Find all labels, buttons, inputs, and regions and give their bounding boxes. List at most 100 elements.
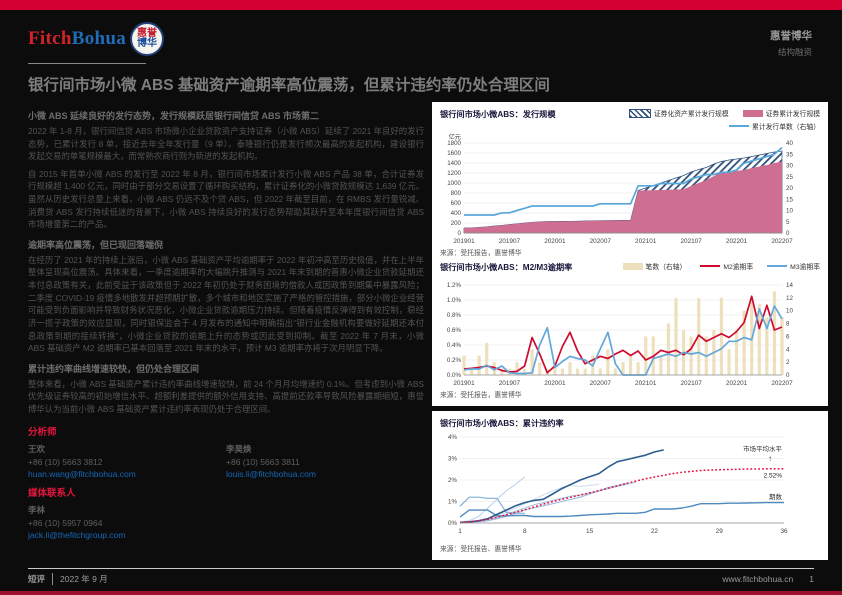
svg-text:12: 12 — [786, 295, 793, 302]
chart2-source: 来源：受托报告，惠誉博华 — [440, 392, 522, 399]
media-email-link[interactable]: jack.li@thefitchgroup.com — [28, 529, 126, 540]
bottom-accent-bar — [0, 591, 842, 595]
analyst-card: 李昊焕 +86 (10) 5663 3811 louis.li@fitchboh… — [226, 443, 424, 479]
issuance-volume-chart: 0 200 400 600 800 1000 1200 1400 1600 1800 0 5 10 15 2… — [447, 133, 793, 245]
svg-text:202207: 202207 — [771, 238, 793, 245]
doc-type: 短评 — [28, 574, 46, 584]
org-department: 结构融资 — [777, 47, 812, 57]
svg-text:1000: 1000 — [447, 180, 461, 187]
svg-text:10: 10 — [786, 208, 793, 215]
svg-text:15: 15 — [786, 196, 793, 203]
section-heading: 逾期率高位震荡，但已现回落端倪 — [28, 239, 164, 250]
paragraph: 在经历了 2021 年的持续上涨后，小微 ABS 基础资产平均逾期率于 2022… — [28, 254, 424, 354]
svg-text:1600: 1600 — [447, 150, 461, 157]
media-grid: 李林 +86 (10) 5957 0964 jack.li@thefitchgr… — [28, 504, 424, 540]
legend-swatch-icon — [700, 265, 721, 267]
svg-text:0.4%: 0.4% — [447, 342, 462, 349]
analyst-phone: +86 (10) 5663 3811 — [226, 456, 300, 467]
brand-bohua: Bohua — [71, 28, 127, 49]
paragraph: 2022 年 1-8 月，银行间信贷 ABS 市场微小企业贷款资产支持证券（小微… — [28, 126, 424, 162]
media-heading: 媒体联系人 — [28, 487, 76, 499]
analysts-heading: 分析师 — [28, 426, 57, 438]
org-name: 惠誉博华 — [770, 30, 812, 42]
svg-text:1400: 1400 — [447, 160, 461, 167]
svg-text:202207: 202207 — [771, 380, 793, 387]
svg-text:5: 5 — [786, 219, 790, 226]
svg-text:202107: 202107 — [680, 380, 702, 387]
analysts-grid: 王欢 +86 (10) 5663 3812 huan.wang@fitchboh… — [28, 443, 424, 479]
svg-text:0.6%: 0.6% — [447, 327, 462, 334]
svg-text:1800: 1800 — [447, 140, 461, 147]
chart2-header: 银行间市场小微ABS：M2/M3逾期率 笔数（右轴） M2逾期率 M3逾期率 — [440, 261, 820, 273]
logo-underline — [28, 63, 146, 64]
svg-text:600: 600 — [451, 200, 462, 207]
svg-text:202101: 202101 — [635, 380, 657, 387]
chart3-source: 来源：受托报告、惠誉博华 — [440, 546, 522, 553]
footer: 短评 2022 年 9 月 www.fitchbohua.cn 1 — [28, 568, 814, 591]
svg-text:8: 8 — [523, 528, 527, 535]
svg-text:25: 25 — [786, 174, 793, 181]
analyst-email-link[interactable]: louis.li@fitchbohua.com — [226, 468, 316, 479]
svg-text:0%: 0% — [448, 520, 457, 527]
chart2-title: 银行间市场小微ABS：M2/M3逾期率 — [440, 263, 573, 272]
chart1-legend: 证券化资产累计发行规模 证券累计发行规模 累计发行单数（右轴） — [570, 108, 820, 131]
delinquency-rate-chart: 0.0% 0.2% 0.4% 0.6% 0.8% 1.0% 1.2% 0 2 4 6 8 10 12 14 2… — [447, 282, 794, 387]
section-heading: 小微 ABS 延续良好的发行态势，发行规模跃居银行间信贷 ABS 市场第二 — [28, 111, 320, 121]
svg-text:14: 14 — [786, 282, 793, 289]
media-phone: +86 (10) 5957 0964 — [28, 517, 103, 528]
chart1-header: 银行间市场小微ABS：发行规模 证券化资产累计发行规模 证券累计发行规模 累计发行单… — [440, 108, 820, 131]
chart2-legend: 笔数（右轴） M2逾期率 M3逾期率 — [622, 261, 820, 271]
svg-text:1.0%: 1.0% — [447, 297, 462, 304]
paragraph: 自 2015 年首单小微 ABS 的发行至 2022 年 8 月，银行间市场累计… — [28, 168, 424, 230]
svg-text:0.8%: 0.8% — [447, 312, 462, 319]
footer-right: www.fitchbohua.cn 1 — [722, 574, 814, 584]
svg-text:1%: 1% — [448, 499, 457, 506]
svg-text:20: 20 — [786, 185, 793, 192]
svg-text:15: 15 — [586, 528, 594, 535]
legend-label: 证券累计发行规模 — [765, 111, 820, 118]
brand-fitch: Fitch — [28, 28, 72, 49]
svg-text:202007: 202007 — [590, 238, 612, 245]
header: FitchBohua 惠誉 博华 惠誉博华 结构融资 — [0, 10, 842, 58]
content-columns: 小微 ABS 延续良好的发行态势，发行规模跃居银行间信贷 ABS 市场第二 20… — [0, 102, 842, 560]
report-date: 2022 年 9 月 — [52, 573, 108, 585]
section-heading: 累计违约率曲线增速较快，但仍处合理区间 — [28, 363, 200, 374]
svg-text:1: 1 — [458, 528, 462, 535]
svg-text:10: 10 — [786, 308, 793, 315]
svg-text:市场平均水平: 市场平均水平 — [743, 444, 783, 453]
contacts-block: 分析师 王欢 +86 (10) 5663 3812 huan.wang@fitc… — [28, 424, 424, 540]
legend-item: M2逾期率 — [700, 261, 753, 271]
svg-text:3%: 3% — [448, 456, 457, 463]
media-contact-card: 李林 +86 (10) 5957 0964 jack.li@thefitchgr… — [28, 504, 226, 540]
svg-text:201907: 201907 — [499, 380, 521, 387]
svg-text:202201: 202201 — [726, 380, 748, 387]
svg-text:202001: 202001 — [544, 238, 566, 245]
svg-text:35: 35 — [786, 151, 793, 158]
page-title: 银行间市场小微 ABS 基础资产逾期率高位震荡，但累计违约率仍处合理区间 — [28, 77, 550, 94]
article-column: 小微 ABS 延续良好的发行态势，发行规模跃居银行间信贷 ABS 市场第二 20… — [28, 102, 424, 560]
analyst-email-link[interactable]: huan.wang@fitchbohua.com — [28, 468, 136, 479]
legend-item: 证券累计发行规模 — [742, 108, 820, 118]
svg-text:0.2%: 0.2% — [447, 357, 462, 364]
svg-text:36: 36 — [780, 528, 788, 535]
svg-text:201907: 201907 — [499, 238, 521, 245]
brand-logo-text: FitchBohua — [28, 28, 126, 50]
chart1-source: 来源：受托报告，惠誉博华 — [440, 250, 522, 257]
paragraph: 整体来看，小微 ABS 基础资产累计违约率曲线增速较快，前 24 个月月均增速约… — [28, 378, 424, 414]
svg-text:30: 30 — [786, 163, 793, 170]
footer-left: 短评 2022 年 9 月 — [28, 573, 108, 585]
svg-text:↑: ↑ — [768, 454, 772, 463]
analyst-phone: +86 (10) 5663 3812 — [28, 456, 103, 467]
svg-text:4: 4 — [786, 346, 790, 353]
svg-text:0: 0 — [458, 230, 462, 237]
chart1-title: 银行间市场小微ABS：发行规模 — [440, 110, 556, 119]
svg-text:201901: 201901 — [453, 380, 475, 387]
legend-swatch-icon — [729, 125, 750, 127]
svg-text:1200: 1200 — [447, 170, 461, 177]
svg-text:亿元: 亿元 — [449, 133, 461, 141]
top-accent-bar — [0, 0, 842, 10]
website-link[interactable]: www.fitchbohua.cn — [722, 574, 794, 584]
svg-text:40: 40 — [786, 140, 793, 147]
svg-text:1.2%: 1.2% — [447, 282, 462, 289]
analyst-card: 王欢 +86 (10) 5663 3812 huan.wang@fitchboh… — [28, 443, 226, 479]
